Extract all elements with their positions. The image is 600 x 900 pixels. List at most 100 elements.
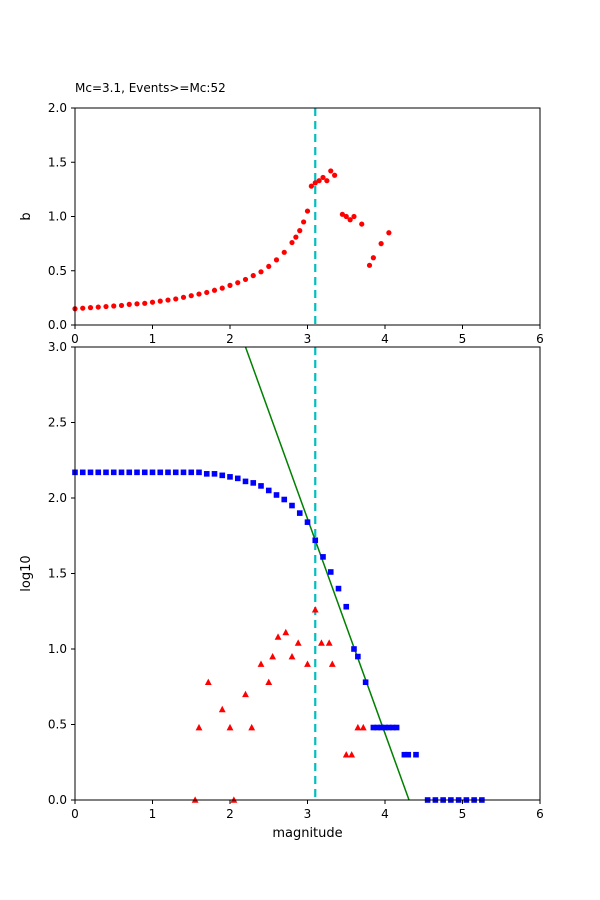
frequency-magnitude-distribution: 0 1 2 3 4 5 6 0.0 0.5 1.0 1.5 2.0 2.5 3.0 log10 magnitu…	[19, 340, 544, 841]
x-tick-label: 4	[381, 807, 389, 821]
data-point-triangle	[257, 660, 265, 667]
data-point-circle	[227, 282, 233, 288]
data-point-square	[242, 478, 249, 485]
data-point-square	[327, 569, 334, 575]
y-tick-label: 0.0	[48, 793, 67, 807]
data-point-circle	[289, 239, 295, 246]
x-tick-label: 6	[536, 807, 544, 821]
data-point-triangle	[288, 652, 296, 660]
data-point-square	[103, 469, 109, 476]
data-point-square	[118, 469, 125, 476]
figure-title: Mc=3.1, Events>=Mc:52	[75, 81, 226, 95]
data-point-circle	[316, 178, 322, 184]
data-point-circle	[134, 301, 140, 307]
data-point-square	[355, 653, 361, 660]
x-axis-label: magnitude	[272, 826, 342, 841]
data-point-circle	[304, 208, 311, 214]
data-point-square	[289, 502, 295, 509]
data-point-triangle	[269, 652, 277, 660]
data-point-square	[343, 603, 350, 610]
x-tick-label: 3	[304, 332, 312, 346]
data-point-square	[258, 483, 264, 489]
data-point-circle	[359, 221, 365, 227]
y-tick-label: 3.0	[48, 340, 67, 354]
data-point-circle	[332, 172, 338, 178]
data-point-square	[312, 537, 319, 544]
data-point-triangle	[359, 723, 367, 731]
data-point-circle	[242, 276, 249, 283]
x-tick-label: 0	[71, 332, 79, 346]
data-point-square	[219, 472, 226, 479]
data-point-square	[95, 469, 102, 476]
data-point-circle	[87, 305, 94, 311]
data-point-circle	[258, 269, 264, 275]
x-tick-label: 1	[149, 807, 157, 821]
data-point-square	[110, 469, 117, 476]
data-point-square	[134, 469, 140, 476]
data-point-circle	[165, 297, 171, 303]
data-point-triangle	[218, 705, 226, 713]
data-point-triangle	[195, 723, 203, 731]
data-point-square	[79, 469, 86, 476]
data-point-circle	[95, 304, 101, 310]
data-point-circle	[378, 241, 384, 247]
y-tick-label: 1.0	[48, 210, 67, 224]
x-tick-label: 0	[71, 807, 79, 821]
data-point-square	[374, 724, 381, 731]
data-point-circle	[297, 228, 303, 234]
data-point-circle	[103, 303, 109, 310]
data-point-circle	[180, 294, 187, 300]
data-point-triangle	[265, 678, 273, 686]
data-point-square	[149, 469, 156, 476]
x-axis-ticks: 0 1 2 3 4 5 6	[71, 800, 544, 821]
data-point-circle	[196, 291, 202, 297]
data-point-circle	[80, 305, 86, 311]
per-bin-event-counts-series	[191, 606, 367, 803]
x-axis-ticks: 0 1 2 3 4 5 6	[71, 325, 544, 346]
data-point-circle	[250, 273, 256, 279]
data-point-circle	[111, 303, 117, 309]
data-point-square	[172, 469, 179, 476]
data-point-square	[265, 487, 272, 494]
data-point-circle	[235, 280, 241, 286]
data-point-circle	[188, 293, 194, 299]
y-axis-ticks: 0.0 0.5 1.0 1.5 2.0 2.5 3.0	[48, 340, 75, 807]
data-point-circle	[173, 296, 179, 302]
data-point-triangle	[304, 660, 311, 667]
y-tick-label: 2.0	[48, 491, 67, 505]
data-point-circle	[118, 302, 125, 309]
data-point-square	[273, 492, 280, 498]
y-tick-label: 2.0	[48, 101, 67, 115]
data-point-square	[362, 679, 369, 686]
y-tick-label: 1.0	[48, 642, 67, 656]
data-point-triangle	[348, 751, 356, 758]
data-point-square	[203, 471, 210, 477]
y-tick-label: 0.5	[48, 718, 67, 732]
data-point-square	[141, 469, 148, 476]
data-point-circle	[351, 213, 357, 220]
data-point-circle	[219, 285, 225, 291]
data-point-square	[405, 751, 412, 758]
data-point-square	[389, 724, 396, 731]
data-point-circle	[339, 211, 345, 217]
x-tick-label: 1	[149, 332, 157, 346]
data-point-triangle	[328, 660, 336, 667]
data-point-square	[296, 510, 303, 516]
y-tick-label: 1.5	[48, 567, 67, 581]
y-axis-ticks: 0.0 0.5 1.0 1.5 2.0	[48, 101, 75, 332]
y-tick-label: 0.5	[48, 264, 67, 278]
y-axis-label: b	[19, 212, 34, 220]
x-tick-label: 3	[304, 807, 312, 821]
data-point-square	[382, 724, 388, 731]
data-point-square	[126, 469, 133, 476]
data-point-circle	[126, 301, 132, 307]
data-point-triangle	[354, 723, 362, 731]
data-point-square	[393, 724, 400, 731]
data-point-square	[196, 469, 202, 476]
data-point-circle	[211, 287, 218, 293]
data-point-square	[180, 469, 187, 476]
data-point-triangle	[282, 628, 290, 636]
data-point-square	[87, 469, 94, 476]
